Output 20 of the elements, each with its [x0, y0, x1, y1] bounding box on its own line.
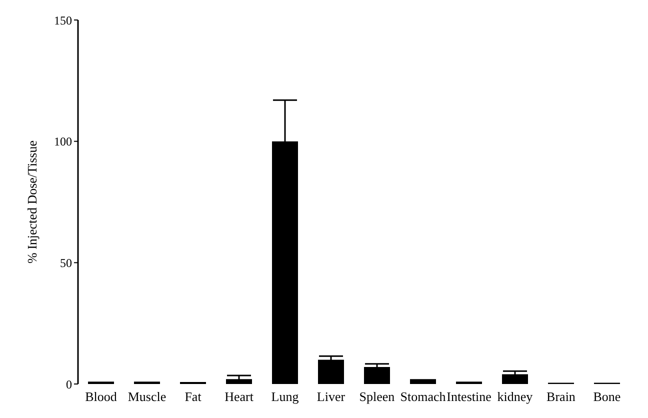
x-tick-label: Brain — [546, 389, 576, 404]
x-tick-label: Heart — [224, 389, 254, 404]
x-tick-label: Lung — [271, 389, 300, 404]
x-tick-label: Liver — [316, 389, 346, 404]
bar — [364, 367, 390, 384]
x-tick-label: Intestine — [446, 389, 492, 404]
x-tick-label: kidney — [497, 389, 534, 404]
x-tick-label: Spleen — [359, 389, 396, 404]
x-tick-label: Bone — [593, 389, 621, 404]
x-tick-label: Fat — [184, 389, 202, 404]
bar — [410, 379, 436, 384]
x-tick-label: Blood — [85, 389, 118, 404]
x-tick-label: Stomach — [400, 389, 446, 404]
y-axis-title: % Injected Dose/Tissue — [24, 140, 40, 264]
y-tick-label: 100 — [54, 134, 72, 149]
x-tick-label: Muscle — [128, 389, 166, 404]
bar — [318, 360, 344, 384]
y-tick-label: 150 — [54, 13, 72, 28]
y-tick-label: 0 — [66, 377, 72, 392]
y-tick-label: 50 — [60, 256, 72, 270]
